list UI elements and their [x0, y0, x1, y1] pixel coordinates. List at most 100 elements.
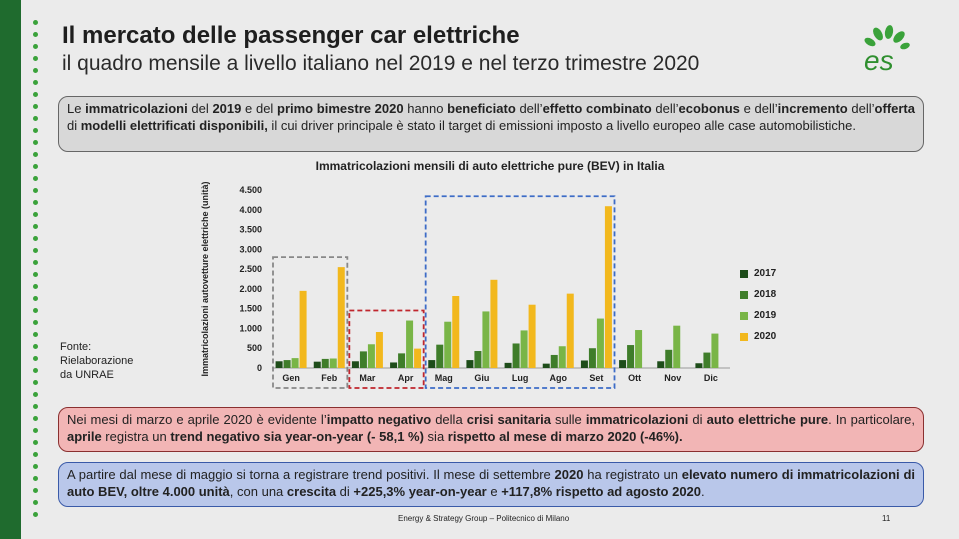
y-tick-label: 500 [247, 343, 262, 353]
bar-2018-Giu [474, 350, 482, 368]
text-segment: +225,3% year-on-year [353, 484, 487, 499]
text-segment: crisi sanitaria [466, 412, 551, 427]
source-line: Fonte: [60, 341, 92, 353]
text-segment: modelli elettrificati disponibili, [80, 118, 268, 133]
bar-2017-Giu [466, 360, 474, 368]
text-segment: dell’ [515, 101, 543, 116]
bar-2019-Ott [635, 330, 643, 368]
recovery-box: A partire dal mese di maggio si torna a … [58, 462, 924, 507]
text-segment: del [187, 101, 213, 116]
bar-2020-Apr [414, 348, 422, 368]
bar-2019-Set [596, 318, 604, 368]
bar-2019-Giu [482, 311, 490, 368]
source-line: Rielaborazione [60, 355, 134, 367]
text-segment: +117,8% rispetto ad agosto 2020 [501, 484, 702, 499]
bar-2019-Apr [406, 320, 414, 368]
text-segment: beneficiato [447, 101, 516, 116]
x-tick-label: Apr [398, 373, 414, 383]
bar-2017-Mag [428, 360, 436, 368]
bar-2020-Ago [566, 293, 574, 368]
bar-2017-Dic [695, 363, 703, 368]
bar-2019-Mag [444, 321, 452, 368]
bar-2017-Feb [313, 361, 321, 368]
text-segment: impatto negativo [326, 412, 432, 427]
text-segment: di [336, 484, 354, 499]
x-tick-label: Mag [435, 373, 453, 383]
bar-2018-Set [588, 348, 596, 368]
text-segment: . In particolare, [828, 412, 915, 427]
bar-2018-Nov [665, 349, 673, 368]
y-tick-label: 2.500 [239, 264, 262, 274]
source-line: da UNRAE [60, 369, 114, 381]
x-tick-label: Dic [704, 373, 718, 383]
text-segment: rispetto al mese di marzo 2020 (-46%). [447, 429, 683, 444]
chart-title: Immatricolazioni mensili di auto elettri… [316, 159, 665, 173]
text-segment: immatricolazioni [85, 101, 188, 116]
text-segment: A partire dal mese di maggio si torna a … [67, 467, 555, 482]
y-tick-label: 4.000 [239, 205, 262, 215]
text-segment: della [431, 412, 467, 427]
bar-2019-Gen [291, 358, 299, 368]
y-tick-label: 4.500 [239, 185, 262, 195]
page-title: Il mercato delle passenger car elettrich… [62, 22, 520, 49]
legend-item-2019: 2019 [740, 305, 776, 326]
bar-2020-Giu [490, 279, 498, 368]
bar-2020-Set [604, 206, 612, 368]
es-logo: es [864, 25, 910, 74]
x-tick-label: Gen [282, 373, 300, 383]
bar-2019-Feb [329, 358, 337, 368]
text-segment: aprile [67, 429, 102, 444]
y-tick-label: 3.000 [239, 244, 262, 254]
source-note: Fonte: Rielaborazione da UNRAE [60, 340, 133, 382]
decorative-dots [33, 20, 39, 535]
y-tick-label: 1.500 [239, 304, 262, 314]
bar-2019-Mar [367, 344, 375, 368]
bar-2017-Ago [542, 363, 550, 368]
bar-2020-Lug [528, 304, 536, 368]
highlight-frame-grey [272, 256, 349, 389]
text-segment: elevato numero di immatricolazioni di au… [67, 467, 916, 499]
text-segment: crescita [286, 484, 337, 499]
x-tick-label: Giu [474, 373, 489, 383]
text-segment: Le [67, 101, 86, 116]
bar-2017-Gen [275, 361, 283, 368]
y-tick-label: 1.000 [239, 323, 262, 333]
y-tick-label: 0 [257, 363, 262, 373]
legend-label: 2019 [754, 310, 777, 321]
intro-text-box: Le immatricolazioni del 2019 e del primo… [58, 96, 924, 152]
text-segment: 2020 [554, 467, 584, 482]
y-axis-label: Immatricolazioni autovetture elettriche … [200, 181, 210, 376]
highlight-frame-blue [424, 195, 616, 389]
bar-2018-Mar [359, 351, 367, 368]
legend-swatch [740, 269, 748, 278]
legend-item-2020: 2020 [740, 326, 776, 347]
legend-label: 2017 [754, 268, 777, 279]
text-segment: . [701, 484, 705, 499]
bar-2020-Gen [299, 290, 307, 368]
text-segment: e del [241, 101, 278, 116]
x-tick-label: Mar [359, 373, 376, 383]
x-tick-label: Set [589, 373, 603, 383]
text-segment: sulle [550, 412, 586, 427]
bar-2017-Ott [619, 360, 627, 368]
text-segment: di [67, 118, 81, 133]
legend-item-2018: 2018 [740, 284, 776, 305]
x-tick-label: Ott [628, 373, 641, 383]
y-tick-label: 2.000 [239, 284, 262, 294]
highlight-frame-red [348, 309, 425, 389]
footer-credit: Energy & Strategy Group – Politecnico di… [398, 514, 570, 523]
text-segment: dell’ [651, 101, 679, 116]
text-segment: ha registrato un [583, 467, 682, 482]
text-segment: trend negativo sia year-on-year (- 58,1 … [170, 429, 424, 444]
bev-monthly-chart: Immatricolazioni mensili di auto elettri… [200, 159, 730, 389]
bar-2018-Ott [627, 345, 635, 368]
bar-2019-Ago [558, 346, 566, 368]
bar-2020-Mag [452, 296, 460, 368]
text-segment: ecobonus [678, 101, 740, 116]
bar-2018-Lug [512, 343, 520, 368]
text-segment: e [486, 484, 502, 499]
bar-2019-Dic [711, 333, 719, 368]
legend-label: 2018 [754, 289, 777, 300]
legend-label: 2020 [754, 331, 777, 342]
legend-swatch [740, 332, 748, 341]
